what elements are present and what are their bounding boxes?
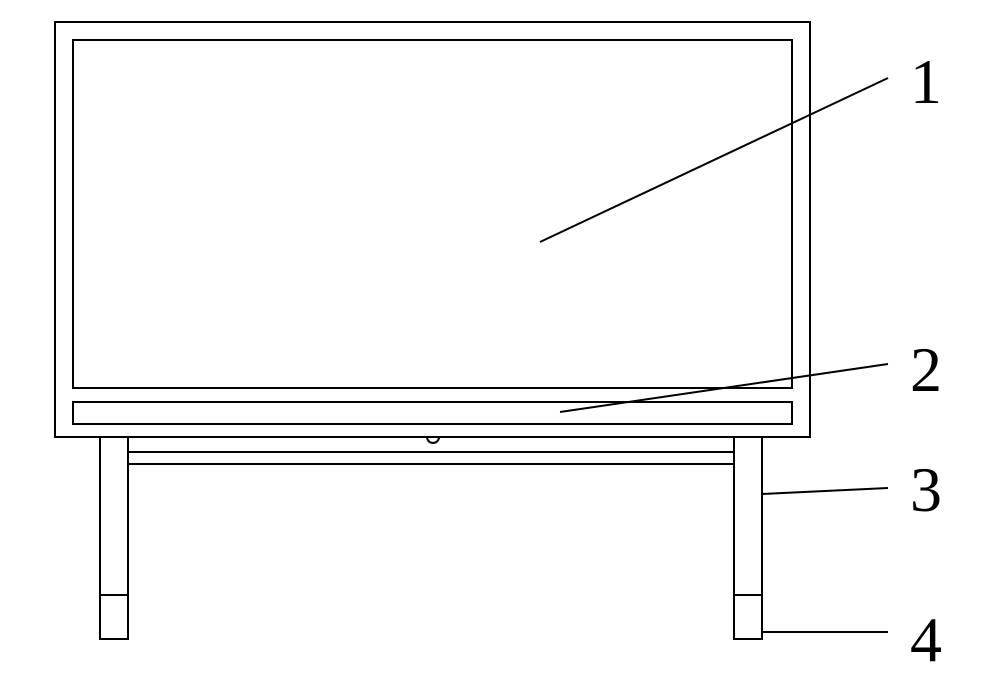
tray-slot	[73, 402, 792, 424]
callout-label-1: 1	[910, 50, 942, 114]
leader-line-1	[540, 78, 888, 242]
callout-label-2: 2	[910, 338, 942, 402]
engineering-diagram	[0, 0, 1000, 685]
outer-housing	[55, 22, 810, 437]
callout-label-3: 3	[910, 458, 942, 522]
leg-right	[734, 437, 762, 639]
leg-left	[100, 437, 128, 639]
screen-area	[73, 40, 792, 388]
leader-line-3	[762, 488, 888, 494]
callout-label-4: 4	[910, 608, 942, 672]
